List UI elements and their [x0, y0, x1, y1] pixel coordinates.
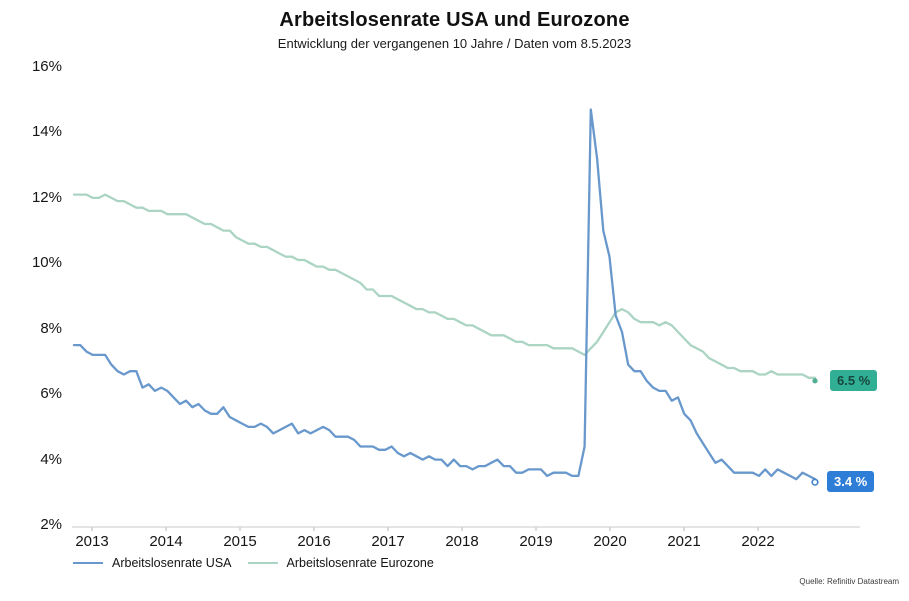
x-axis-label: 2013	[75, 533, 109, 550]
legend: Arbeitslosenrate USA Arbeitslosenrate Eu…	[73, 556, 434, 570]
usa-line-swatch-icon	[73, 562, 103, 564]
end-label-eurozone: 6.5 %	[830, 369, 878, 391]
legend-label-eurozone: Arbeitslosenrate Eurozone	[286, 556, 434, 570]
source-credit: Quelle: Refinitiv Datastream	[799, 577, 899, 586]
y-axis-label: 8%	[40, 319, 62, 337]
x-axis-label: 2016	[297, 533, 331, 550]
legend-item-eurozone: Arbeitslosenrate Eurozone	[247, 556, 434, 570]
x-axis-label: 2015	[223, 533, 257, 550]
x-axis-label: 2014	[149, 533, 183, 550]
eurozone-line	[72, 193, 817, 379]
y-axis-label: 2%	[40, 516, 62, 533]
x-axis-label: 2022	[741, 533, 775, 550]
y-axis-label: 12%	[31, 188, 62, 206]
end-label-usa: 3.4 %	[827, 471, 875, 493]
usa-line	[72, 108, 817, 481]
y-axis-label: 6%	[40, 385, 62, 403]
x-axis-label: 2018	[445, 533, 479, 550]
y-axis-label: 10%	[31, 254, 62, 272]
x-axis-label: 2020	[593, 533, 627, 550]
chart-title: Arbeitslosenrate USA und Eurozone	[279, 9, 630, 31]
legend-label-usa: Arbeitslosenrate USA	[112, 556, 232, 570]
usa-end-dot	[811, 478, 819, 486]
legend-item-usa: Arbeitslosenrate USA	[73, 556, 232, 570]
x-axis-label: 2021	[667, 533, 701, 550]
y-axis-label: 16%	[31, 58, 62, 75]
chart-subtitle: Entwicklung der vergangenen 10 Jahre / D…	[277, 36, 632, 51]
y-axis-label: 14%	[31, 123, 62, 141]
y-axis-label: 4%	[40, 450, 62, 468]
eurozone-line-swatch-icon	[247, 562, 278, 564]
eurozone-end-dot	[812, 378, 818, 384]
x-axis-label: 2017	[371, 533, 405, 550]
x-axis-label: 2019	[519, 533, 553, 550]
